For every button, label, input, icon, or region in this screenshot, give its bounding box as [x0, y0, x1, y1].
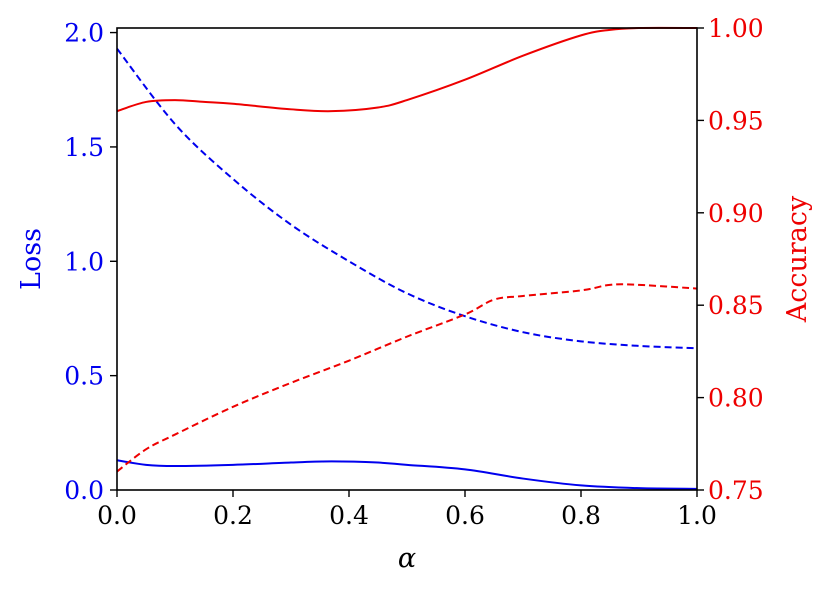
series-line-left-solid	[116, 459, 698, 490]
x-tick-label: 0.2	[213, 501, 253, 530]
x-tick-label: 1.0	[677, 501, 717, 530]
y-right-tick-label: 0.90	[708, 199, 764, 228]
x-tick-label: 0.4	[329, 501, 369, 530]
y-right-tick-label: 0.85	[708, 291, 764, 320]
y-axis-left-label: Loss	[16, 228, 47, 290]
y-left-tick-label: 1.5	[64, 133, 104, 162]
y-right-tick-label: 0.80	[708, 384, 764, 413]
y-left-tick-label: 0.5	[64, 362, 104, 391]
plot-background	[117, 28, 697, 490]
ticks-layer: 0.0 0.2 0.4 0.6 0.8 1.0 0.0 0.5 1.0 1.5 2.0 0.75 0.8…	[64, 14, 763, 530]
y-axis-right-label: Accuracy	[782, 195, 813, 323]
series-line-right-solid	[116, 26, 698, 113]
x-tick-label: 0.0	[97, 501, 137, 530]
plot-area	[117, 28, 697, 490]
series-layer	[116, 26, 698, 490]
series-line-right-dashed	[116, 283, 698, 473]
series-line-left-dashed	[116, 47, 698, 350]
x-tick-label: 0.6	[445, 501, 485, 530]
y-left-tick-label: 1.0	[64, 247, 104, 276]
y-right-tick-label: 1.00	[708, 14, 764, 43]
x-axis-label: α	[398, 543, 416, 574]
y-right-tick-label: 0.75	[708, 476, 764, 505]
y-left-tick-label: 2.0	[64, 19, 104, 48]
x-tick-label: 0.8	[561, 501, 601, 530]
axes-layer	[116, 27, 698, 491]
axes-frame	[116, 27, 698, 491]
y-left-tick-label: 0.0	[64, 476, 104, 505]
y-right-tick-label: 0.95	[708, 106, 764, 135]
